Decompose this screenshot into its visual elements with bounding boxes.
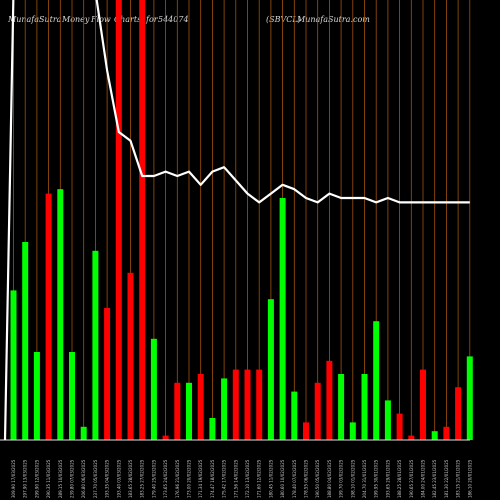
bar (232, 369, 239, 440)
x-tick-label: 299.90 12/03/2025 (34, 459, 39, 498)
bar (244, 369, 251, 440)
x-tick-label: 175.42 17/02/2025 (222, 459, 227, 498)
bar (57, 189, 64, 440)
x-tick-label: 183.65 28/02/2025 (128, 459, 133, 498)
x-tick-label: 289.15 10/03/2025 (58, 459, 63, 498)
bar (69, 352, 75, 440)
x-tick-label: 171.60 12/02/2025 (257, 459, 262, 498)
money-flow-line (3, 0, 470, 441)
site-name-left: MunafaSutra (7, 15, 62, 24)
bar (349, 422, 356, 440)
bar (150, 338, 157, 440)
x-tick-labels: 309.90 17/03/2025 297.90 13/03/2025 299.90… (11, 459, 472, 498)
x-tick-label: 239.80 07/03/2025 (70, 459, 75, 498)
x-tick-label: 172.10 13/02/2025 (245, 459, 250, 498)
bar (455, 387, 462, 440)
x-tick-label: 297.90 13/03/2025 (23, 459, 28, 498)
x-tick-label: 186.10 20/01/2025 (467, 459, 472, 498)
bar (291, 391, 298, 440)
symbol-code: 544074 (158, 15, 189, 24)
x-tick-label: 204.70 31/01/2025 (362, 459, 367, 498)
x-tick-label: 290.35 11/03/2025 (46, 459, 51, 498)
bar (443, 426, 450, 440)
x-tick-label: 188.25 28/01/2025 (397, 459, 402, 498)
x-tick-label: 199.95 30/01/2025 (374, 459, 379, 498)
bar (115, 0, 122, 440)
x-tick-label: 174.47 18/02/2025 (210, 459, 215, 498)
bar (267, 299, 274, 440)
x-tick-label: 181.30 22/01/2025 (444, 459, 449, 498)
bar (92, 250, 99, 440)
x-tick-label: 173.00 20/02/2025 (187, 459, 192, 498)
x-tick-label: 171.56 14/02/2025 (233, 459, 238, 498)
bar (303, 422, 309, 440)
bar (361, 374, 368, 440)
x-tick-label: 183.15 21/01/2025 (456, 459, 461, 498)
bar (431, 431, 438, 440)
x-tick-label: 182.45 23/01/2025 (432, 459, 437, 498)
bar (139, 0, 146, 440)
x-tick-label: 193.40 03/03/2025 (116, 459, 121, 498)
bar (186, 382, 192, 440)
bar (420, 369, 426, 440)
x-tick-label: 183.25 27/02/2025 (140, 459, 145, 498)
bar (256, 369, 263, 440)
bar (33, 352, 40, 440)
x-tick-label: 171.34 19/02/2025 (198, 459, 203, 498)
x-tick-label: 199.70 03/02/2025 (339, 459, 344, 498)
bar (338, 374, 345, 440)
bar (22, 242, 29, 440)
x-tick-label: 180.60 10/02/2025 (280, 459, 285, 498)
x-tick-label: 193.35 04/03/2025 (105, 459, 110, 498)
title-word-money: Money (61, 15, 90, 24)
bar (10, 290, 17, 440)
bar (314, 382, 321, 440)
title-word-charts: Charts (114, 15, 141, 24)
x-tick-label: 188.80 04/02/2025 (327, 459, 332, 498)
bar-series (10, 0, 473, 440)
bar (197, 374, 204, 440)
x-tick-label: 309.90 17/03/2025 (11, 459, 16, 498)
bar (80, 426, 87, 440)
bar (408, 435, 415, 440)
ticker-symbol: (SBVCL) (266, 15, 301, 24)
x-tick-label: 190.65 27/01/2025 (409, 459, 414, 498)
x-tick-label: 206.80 06/03/2025 (81, 459, 86, 498)
x-tick-label: 173.65 24/02/2025 (163, 459, 168, 498)
bar (396, 413, 403, 440)
bar (384, 400, 391, 440)
x-tick-label: 179.40 25/02/2025 (151, 459, 156, 498)
x-tick-label: 190.50 05/02/2025 (315, 459, 320, 498)
x-tick-label: 193.65 29/01/2025 (385, 459, 390, 498)
x-tick-label: 237.70 05/03/2025 (93, 459, 98, 498)
x-tick-label: 178.55 06/02/2025 (304, 459, 309, 498)
site-name-right: MunafaSutra.com (296, 15, 370, 24)
x-tick-label: 184.00 24/01/2025 (421, 459, 426, 498)
x-tick-label: 178.40 07/02/2025 (292, 459, 297, 498)
x-tick-label: 198.10 01/02/2025 (350, 459, 355, 498)
bar (221, 378, 228, 440)
bar (279, 198, 286, 440)
x-tick-label: 176.96 21/02/2025 (175, 459, 180, 498)
bar (466, 356, 473, 440)
title-word-for: for (145, 15, 159, 24)
x-tick-label: 180.45 11/02/2025 (268, 459, 273, 498)
bar (45, 193, 52, 440)
bar (373, 321, 380, 440)
bar (104, 308, 111, 440)
bar (174, 382, 181, 440)
bar (162, 435, 169, 440)
bar (127, 272, 134, 440)
bar (209, 418, 216, 440)
bar (326, 360, 333, 440)
